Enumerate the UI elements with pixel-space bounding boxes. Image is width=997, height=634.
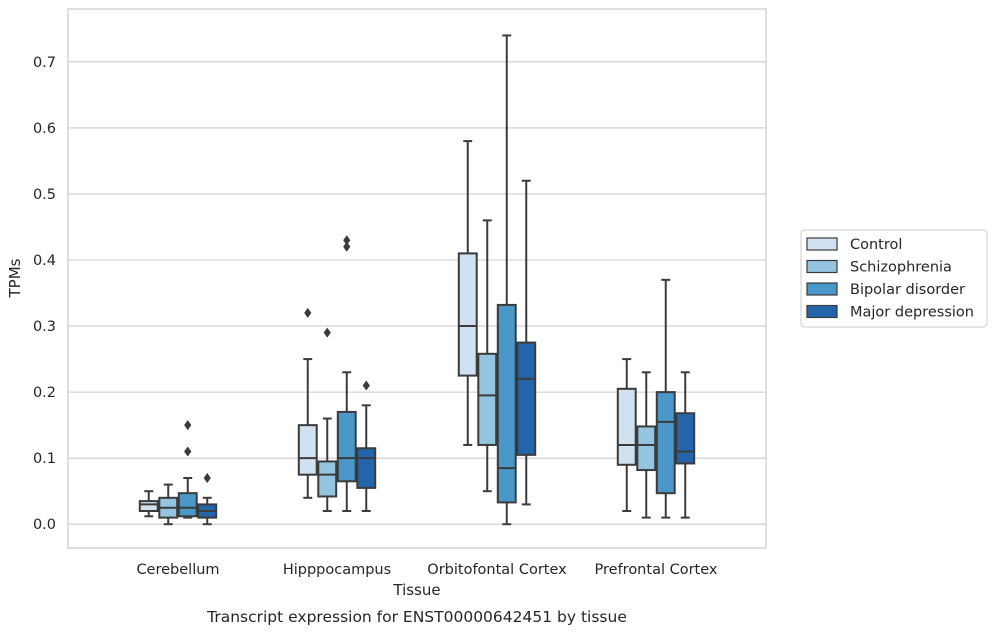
box-groups — [138, 34, 696, 526]
iqr-box — [336, 410, 357, 483]
y-tick-label: 0.5 — [33, 187, 56, 203]
x-axis-label: Tissue — [392, 581, 440, 599]
box-control — [138, 490, 159, 518]
iqr-box — [496, 303, 517, 504]
y-tick-label: 0.7 — [33, 55, 56, 71]
figure-caption: Transcript expression for ENST0000064245… — [206, 608, 627, 626]
plot-frame — [67, 8, 767, 549]
iqr-box — [138, 500, 159, 513]
y-tick-label: 0.3 — [33, 319, 56, 335]
x-tick-label: Cerebellum — [136, 562, 219, 578]
box-bipolar-disorder — [336, 235, 357, 513]
x-tick-label: Prefrontal Cortex — [595, 562, 718, 578]
box-schizophrenia — [158, 483, 179, 526]
iqr-box — [356, 447, 377, 489]
outlier-point — [323, 327, 331, 338]
box-bipolar-disorder — [496, 34, 517, 526]
iqr-box — [655, 391, 676, 495]
iqr-box — [477, 352, 498, 446]
box-schizophrenia — [636, 371, 657, 519]
iqr-box — [675, 412, 696, 465]
legend-swatch — [806, 304, 838, 319]
box-bipolar-disorder — [655, 278, 676, 519]
legend-frame — [800, 229, 988, 328]
box-major-depression — [197, 472, 218, 526]
y-tick-label: 0.2 — [33, 385, 56, 401]
y-tick-label: 0.6 — [33, 121, 56, 137]
outlier-point — [203, 472, 211, 483]
y-tick-label: 0.4 — [33, 253, 56, 269]
y-tick-label: 0.0 — [33, 517, 56, 533]
y-tick-label: 0.1 — [33, 451, 56, 467]
outlier-point — [362, 380, 370, 391]
x-tick-label: Orbitofontal Cortex — [427, 562, 567, 578]
x-axis-ticks: Cerebellum Hipppocampus Orbitofontal Corte… — [136, 562, 717, 578]
box-schizophrenia — [477, 219, 498, 493]
legend-label: Major depression — [850, 305, 974, 321]
legend-swatch — [806, 237, 838, 251]
legend-swatch — [806, 282, 838, 296]
box-major-depression — [356, 380, 377, 513]
box-control — [616, 358, 637, 513]
y-axis-ticks: 0.0 0.1 0.2 0.3 0.4 0.5 0.6 0.7 — [33, 55, 56, 533]
box-control — [297, 307, 318, 499]
box-bipolar-disorder — [177, 420, 198, 519]
outlier-point — [184, 420, 192, 431]
box-major-depression — [516, 179, 537, 506]
iqr-box — [616, 387, 637, 466]
iqr-box — [297, 424, 318, 476]
x-tick-label: Hipppocampus — [283, 562, 391, 578]
outlier-point — [304, 307, 312, 318]
iqr-box — [177, 492, 198, 518]
legend-swatch — [806, 259, 838, 274]
horizontal-gridlines — [68, 61, 766, 525]
iqr-box — [457, 252, 478, 377]
iqr-box — [317, 460, 338, 498]
box-schizophrenia — [317, 327, 338, 513]
legend: Control Schizophrenia Bipolar disorder Majo… — [800, 229, 988, 328]
legend-label: Control — [850, 237, 902, 253]
outlier-point — [184, 446, 192, 457]
outlier-point — [343, 241, 351, 252]
legend-label: Bipolar disorder — [850, 282, 965, 298]
iqr-box — [516, 341, 537, 456]
iqr-box — [636, 425, 657, 472]
outlier-point — [343, 235, 351, 246]
y-axis-label: TPMs — [6, 258, 24, 298]
legend-label: Schizophrenia — [850, 260, 952, 276]
box-control — [457, 140, 478, 446]
box-major-depression — [675, 371, 696, 519]
